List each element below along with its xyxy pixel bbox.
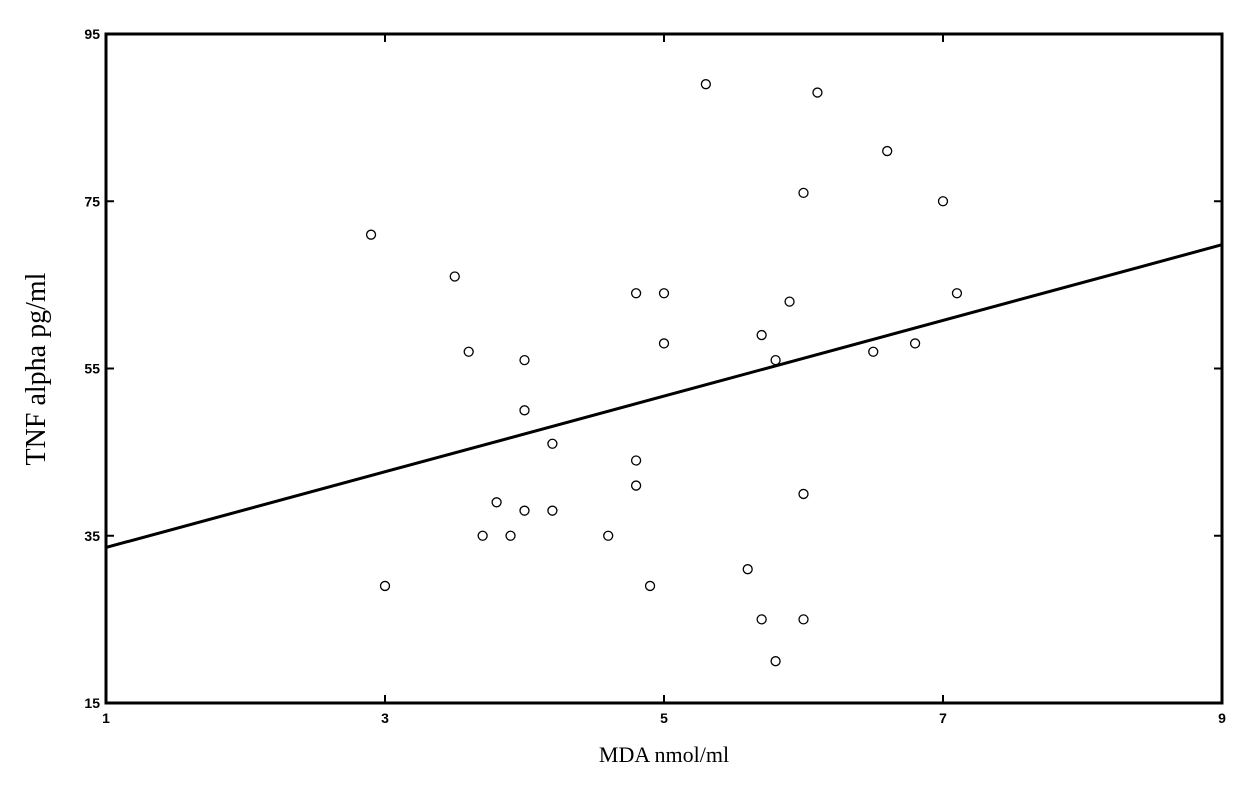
data-point xyxy=(951,288,963,299)
data-point xyxy=(463,346,474,357)
data-point xyxy=(644,580,656,592)
data-point xyxy=(909,338,921,349)
regression-line xyxy=(105,243,1223,549)
data-point xyxy=(630,455,642,466)
data-point xyxy=(742,564,753,575)
data-point xyxy=(882,145,893,157)
data-point xyxy=(505,530,516,541)
data-point xyxy=(519,405,530,416)
x-tick-label: 3 xyxy=(381,710,389,726)
data-point xyxy=(798,488,809,500)
regression-line-group xyxy=(105,243,1223,549)
x-tick-label: 1 xyxy=(102,710,110,726)
data-point xyxy=(756,329,767,341)
data-point xyxy=(491,497,502,508)
plot-frame xyxy=(104,32,1224,705)
plot-border xyxy=(104,32,1224,705)
y-tick-label: 75 xyxy=(84,193,100,209)
data-point xyxy=(449,271,460,282)
data-point xyxy=(519,354,530,366)
y-tick-label: 55 xyxy=(84,361,100,377)
data-point xyxy=(477,530,488,541)
data-point xyxy=(630,288,642,299)
data-point xyxy=(784,296,795,307)
data-point xyxy=(700,79,711,90)
data-point xyxy=(547,438,558,449)
x-axis-title: MDA nmol/ml xyxy=(599,742,729,767)
data-point xyxy=(658,288,670,299)
data-point xyxy=(603,530,614,541)
data-point xyxy=(798,614,809,625)
data-points xyxy=(365,79,963,667)
data-point xyxy=(770,354,781,366)
x-tick-label: 7 xyxy=(939,710,947,726)
y-axis-title: TNF alpha pg/ml xyxy=(21,272,52,465)
data-point xyxy=(519,505,530,516)
x-tick-label: 9 xyxy=(1218,710,1226,726)
data-point xyxy=(630,480,642,491)
x-tick-label: 5 xyxy=(660,710,668,726)
y-tick-label: 35 xyxy=(84,528,100,544)
data-point xyxy=(365,229,377,240)
data-point xyxy=(812,87,823,98)
data-point xyxy=(770,656,781,667)
data-point xyxy=(868,346,879,357)
data-point xyxy=(937,196,949,207)
data-point xyxy=(379,580,391,592)
data-point xyxy=(756,614,767,625)
y-tick-label: 15 xyxy=(84,695,100,711)
data-point xyxy=(658,338,670,349)
y-tick-label: 95 xyxy=(84,26,100,42)
data-point xyxy=(798,187,809,199)
data-point xyxy=(547,505,558,516)
